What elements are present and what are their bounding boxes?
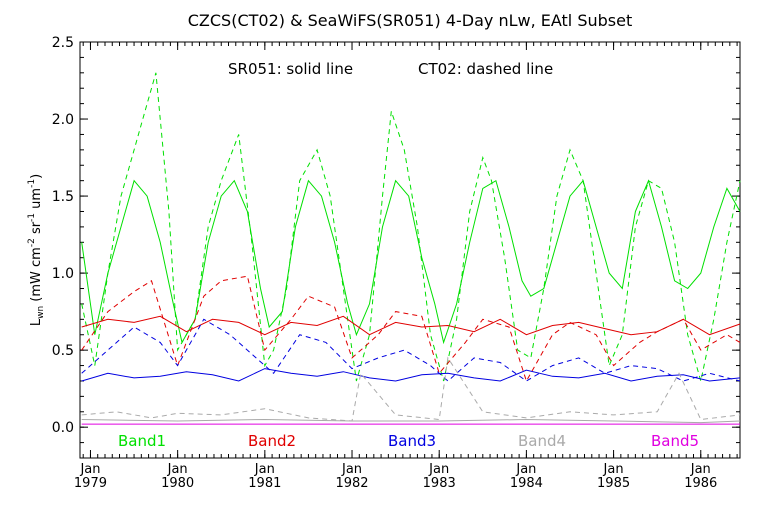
x-tick-year: 1980 — [161, 476, 194, 491]
x-tick-year: 1982 — [335, 476, 368, 491]
x-tick-month: Jan — [341, 462, 362, 477]
x-tick-year: 1983 — [423, 476, 456, 491]
series-band3-dashed — [81, 318, 741, 382]
y-tick-label: 1.5 — [52, 189, 74, 205]
series-band2-solid — [81, 315, 741, 336]
x-axis-ticks: Jan1979Jan1980Jan1981Jan1982Jan1983Jan19… — [74, 42, 738, 491]
legend-band1: Band1 — [118, 432, 166, 450]
series-layer — [81, 72, 741, 425]
subtitle-dashed: CT02: dashed line — [418, 60, 553, 78]
series-band2-dashed — [81, 275, 741, 383]
x-tick-year: 1981 — [248, 476, 281, 491]
legend-band5: Band5 — [651, 432, 699, 450]
x-tick-month: Jan — [254, 462, 275, 477]
x-tick-month: Jan — [79, 462, 100, 477]
legend-band2: Band2 — [248, 432, 296, 450]
legend: Band1 Band2 Band3 Band4 Band5 — [118, 432, 699, 450]
x-tick-year: 1984 — [510, 476, 543, 491]
x-tick-year: 1986 — [684, 476, 717, 491]
x-tick-month: Jan — [167, 462, 188, 477]
x-tick-year: 1985 — [597, 476, 630, 491]
y-axis-label-text: Lwn (mW cm-2 sr-1 um-1) — [27, 174, 46, 326]
series-band4-solid — [81, 418, 741, 424]
y-tick-label: 1.0 — [52, 266, 74, 282]
series-band1-dashed — [81, 72, 741, 382]
series-band3-solid — [81, 368, 741, 382]
x-tick-month: Jan — [428, 462, 449, 477]
y-tick-label: 0.5 — [52, 343, 74, 359]
y-axis-label: Lwn (mW cm-2 sr-1 um-1) — [27, 174, 46, 326]
x-tick-year: 1979 — [74, 476, 107, 491]
legend-band3: Band3 — [388, 432, 436, 450]
subtitle-solid: SR051: solid line — [228, 60, 353, 78]
x-tick-month: Jan — [690, 462, 711, 477]
x-tick-month: Jan — [515, 462, 536, 477]
y-tick-label: 0.0 — [52, 420, 74, 436]
y-axis-ticks: 0.0 0.5 1.0 1.5 2.0 2.5 — [52, 35, 740, 444]
legend-band4: Band4 — [518, 432, 566, 450]
plot-frame — [79, 41, 741, 459]
y-tick-label: 2.0 — [52, 112, 74, 128]
series-band4-dashed — [81, 356, 741, 422]
x-tick-month: Jan — [603, 462, 624, 477]
y-tick-label: 2.5 — [52, 35, 74, 51]
chart-title: CZCS(CT02) & SeaWiFS(SR051) 4-Day nLw, E… — [188, 11, 633, 30]
